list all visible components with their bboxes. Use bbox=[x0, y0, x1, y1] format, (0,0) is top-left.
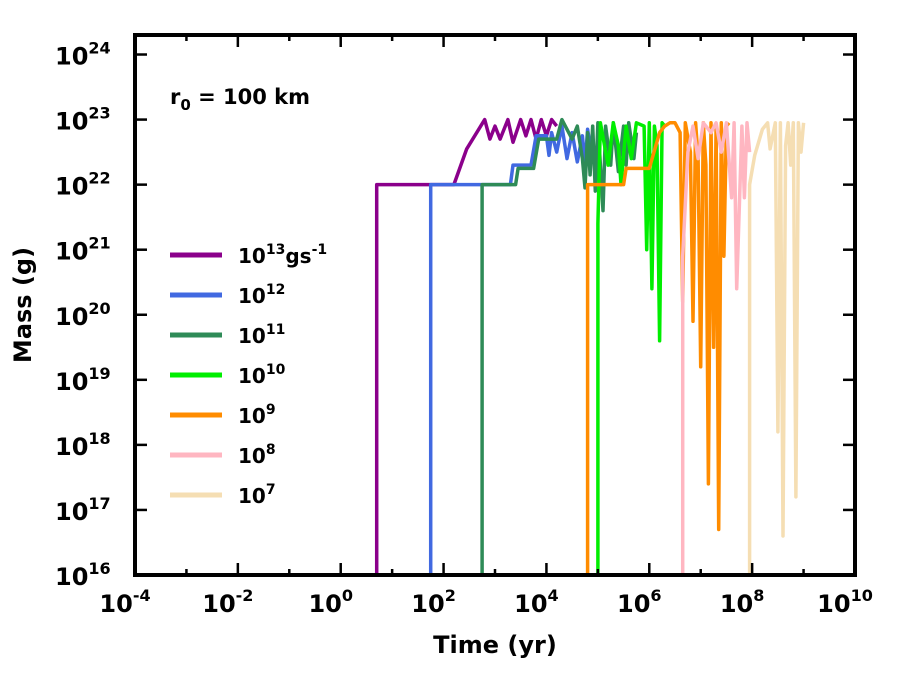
series-line-5 bbox=[680, 121, 752, 575]
y-tick-label: 1024 bbox=[55, 39, 111, 71]
x-tick-label: 104 bbox=[514, 586, 559, 618]
x-tick-label: 108 bbox=[720, 586, 765, 618]
series-line-1 bbox=[428, 124, 592, 575]
series-line-4 bbox=[585, 121, 731, 575]
series-line-6 bbox=[747, 121, 806, 575]
series-line-0 bbox=[374, 117, 559, 575]
x-tick-label: 10-2 bbox=[202, 586, 253, 618]
radius-annotation: r0 = 100 km bbox=[170, 85, 310, 114]
y-tick-label: 1023 bbox=[55, 104, 111, 136]
series-line-2 bbox=[480, 117, 639, 575]
y-axis-title: Mass (g) bbox=[9, 247, 37, 363]
x-tick-label: 100 bbox=[308, 586, 353, 618]
x-tick-label: 10-4 bbox=[99, 586, 150, 618]
legend-label-1: 1012 bbox=[238, 282, 285, 308]
legend: 1013gs-1 1012 1011 1010 109 108 107 bbox=[170, 242, 327, 508]
ticks-layer: 10-4 10-2 100 102 104 106 108 1010 1016 1017 1018 1… bbox=[55, 35, 873, 618]
y-tick-label: 1019 bbox=[55, 364, 111, 396]
legend-label-2: 1011 bbox=[238, 322, 285, 348]
legend-label-5: 108 bbox=[238, 442, 276, 468]
y-tick-label: 1020 bbox=[55, 299, 111, 331]
y-tick-label: 1021 bbox=[55, 234, 111, 266]
y-tick-label: 1022 bbox=[55, 169, 111, 201]
y-tick-label: 1018 bbox=[55, 429, 111, 461]
legend-label-4: 109 bbox=[238, 402, 276, 428]
y-tick-label: 1017 bbox=[55, 494, 111, 526]
series-layer bbox=[374, 117, 806, 575]
legend-label-3: 1010 bbox=[238, 362, 286, 388]
series-line-3 bbox=[596, 121, 667, 575]
y-tick-label: 1016 bbox=[55, 559, 111, 591]
x-tick-label: 102 bbox=[411, 586, 456, 618]
x-tick-label: 106 bbox=[617, 586, 662, 618]
legend-label-0: 1013gs-1 bbox=[238, 242, 327, 268]
x-axis-title: Time (yr) bbox=[433, 631, 557, 659]
legend-label-6: 107 bbox=[238, 482, 276, 508]
x-tick-label: 1010 bbox=[817, 586, 873, 618]
